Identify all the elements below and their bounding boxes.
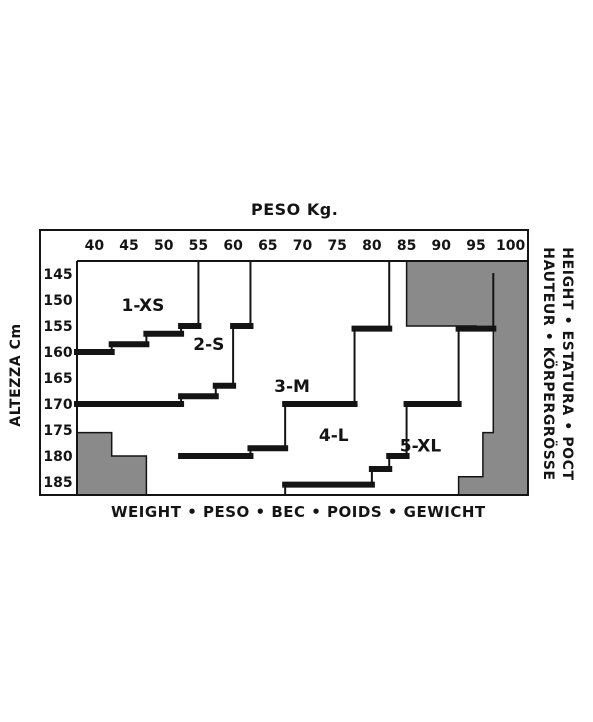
x-tick-label: 95 [466,238,485,254]
x-tick-label: 70 [293,238,313,254]
x-tick-label: 100 [496,238,525,254]
x-tick-label: 65 [258,238,277,254]
grey-zone-bottom-left [76,431,148,496]
y-tick-label: 160 [43,345,72,361]
x-tick-label: 90 [432,238,452,254]
size-label: 5-XL [400,437,442,457]
y-tick-label: 165 [43,371,72,387]
x-tick-label: 40 [85,238,105,254]
size-label: 1-XS [121,296,164,316]
y-tick-label: 150 [43,293,72,309]
y-tick-label: 185 [43,475,72,491]
grey-zone-top-right [405,260,529,496]
y-tick-label: 155 [43,319,72,335]
x-tick-label: 55 [189,238,208,254]
y-tick-label: 145 [43,267,72,283]
size-label: 3-M [274,377,310,397]
x-tick-label: 60 [223,238,243,254]
x-tick-label: 85 [397,238,416,254]
chart-title: PESO Kg. [251,200,339,219]
outer-frame [39,229,529,496]
x-tick-label: 50 [154,238,174,254]
y-tick-label: 180 [43,449,72,465]
size-label: 2-S [193,335,224,355]
x-tick-label: 80 [362,238,382,254]
size-label: 4-L [319,426,349,446]
x-tick-label: 75 [327,238,346,254]
x-tick-label: 45 [119,238,138,254]
y-tick-label: 175 [43,423,72,439]
x-axis-label: WEIGHT • PESO • BEC • POIDS • GEWICHT [111,503,486,521]
y-tick-label: 170 [43,397,72,413]
